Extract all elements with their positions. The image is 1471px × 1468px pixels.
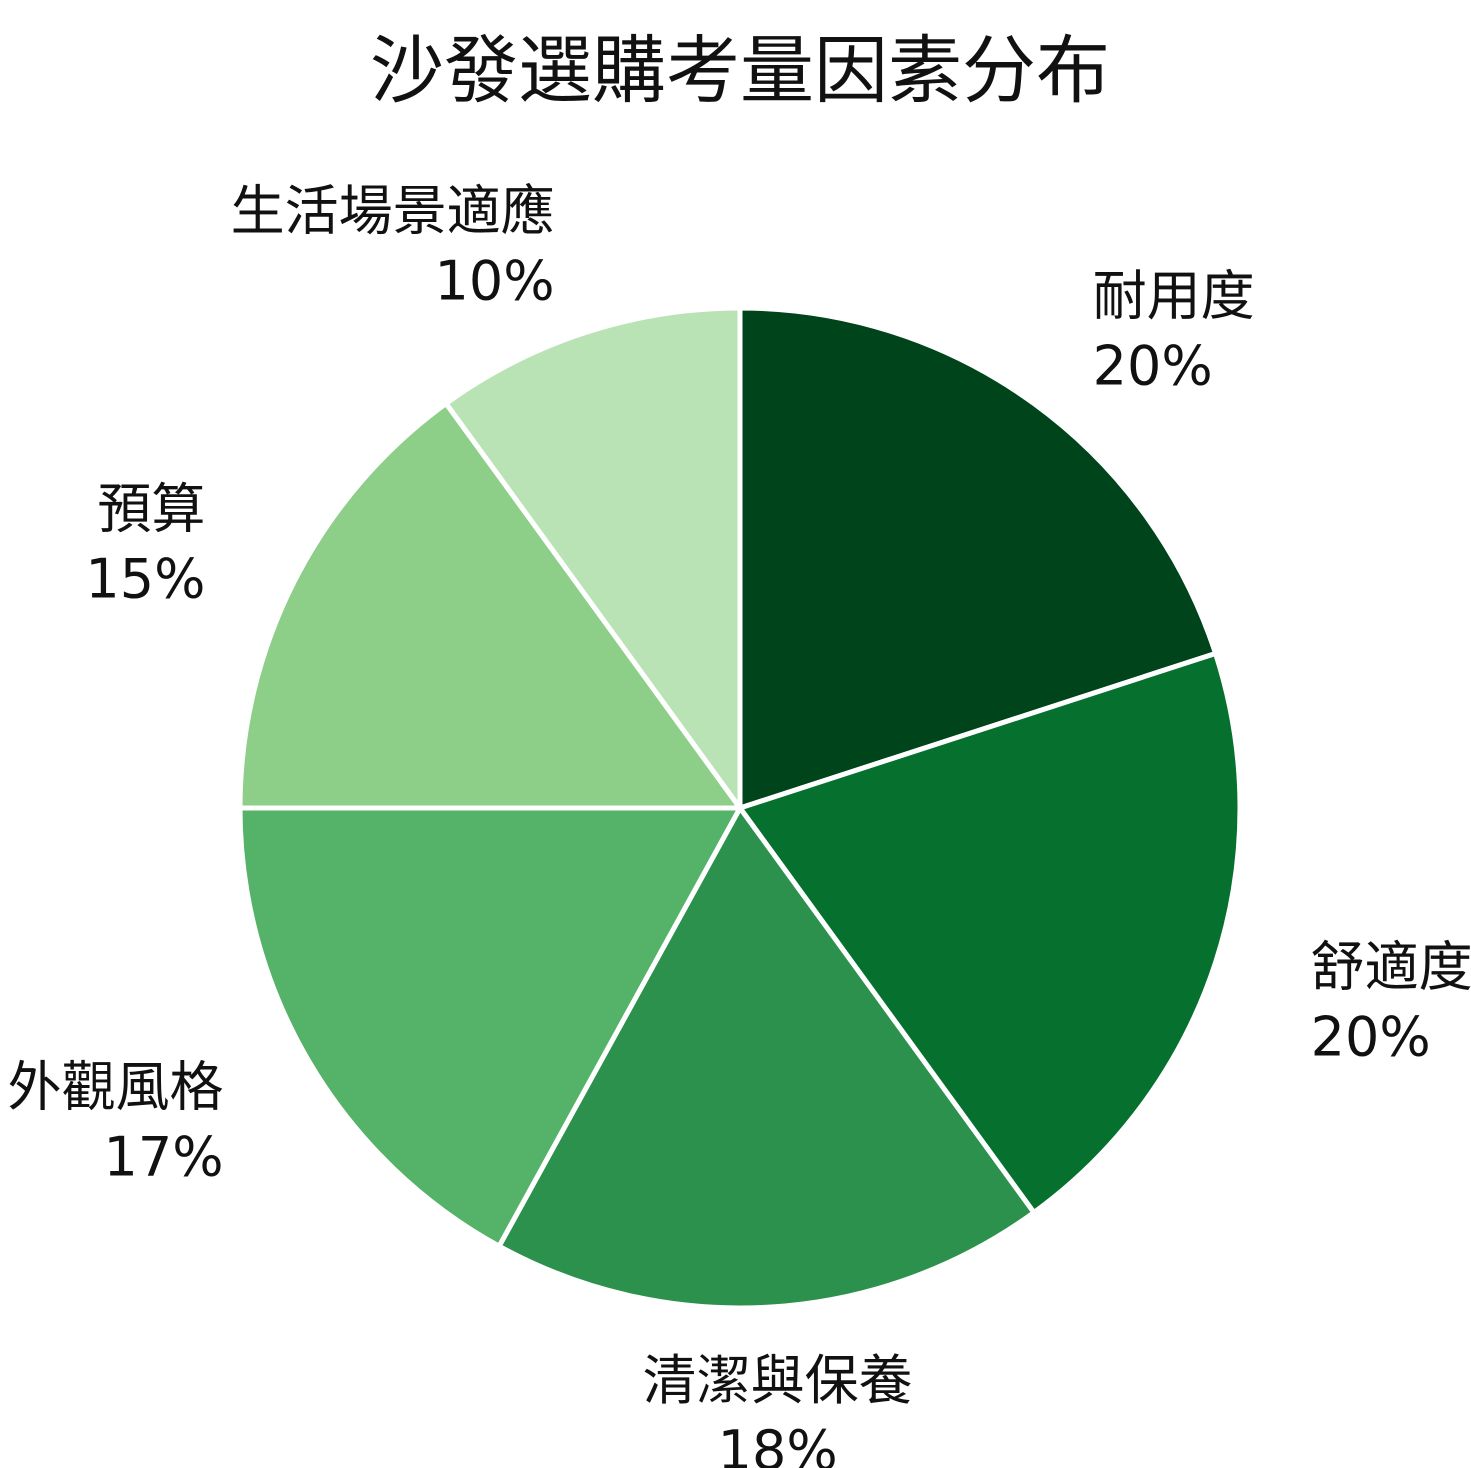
slice-value-label-1: 20% (1093, 335, 1213, 398)
slice-label-4: 外觀風格 (8, 1055, 224, 1118)
slice-value-label-3: 18% (718, 1419, 838, 1468)
pie-labels: 耐用度 20% 舒適度 20% 清潔與保養 18% 外觀風格 17% 預算 15% 生活場景適應 10… (8, 179, 1471, 1468)
pie-slice-5 (237, 400, 743, 811)
chart-title: 沙發選購考量因素分布 (370, 28, 1110, 114)
pie-slice-3 (496, 805, 1037, 1311)
slice-label-3: 清潔與保養 (643, 1349, 913, 1412)
pie-slice-4 (237, 805, 743, 1249)
pie-slice-6 (443, 305, 743, 811)
slice-label-1: 耐用度 (1093, 265, 1255, 328)
pie-slice-1 (737, 305, 1219, 811)
slice-value-label-4: 17% (104, 1125, 224, 1188)
pie-slices (237, 305, 1243, 1311)
slice-label-6: 生活場景適應 (231, 179, 555, 242)
slice-value-label-6: 10% (435, 249, 555, 312)
slice-value-label-2: 20% (1311, 1005, 1431, 1068)
slice-value-label-5: 15% (85, 548, 205, 611)
slice-label-5: 預算 (97, 478, 205, 541)
slice-label-2: 舒適度 (1311, 935, 1471, 998)
pie-slice-2 (737, 650, 1243, 1216)
